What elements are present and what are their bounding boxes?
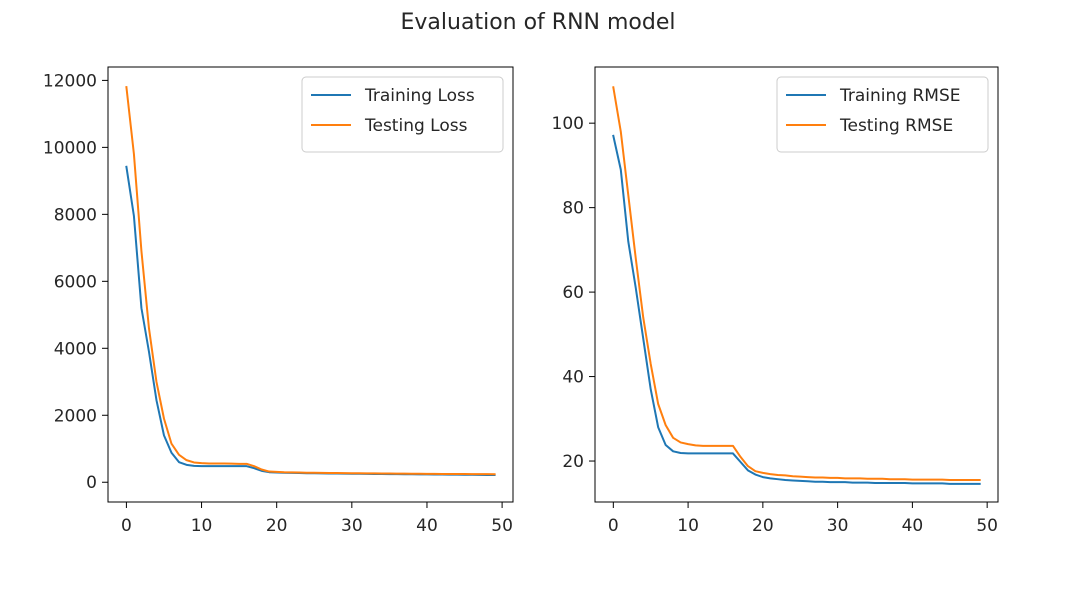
x-tick-label: 10 [677,516,699,536]
x-tick-label: 30 [827,516,849,536]
y-tick-label: 6000 [54,272,97,292]
y-tick-label: 0 [86,473,97,493]
x-tick-label: 10 [191,516,213,536]
x-tick-label: 40 [902,516,924,536]
training-rmse-line [612,134,981,485]
x-tick-label: 30 [341,516,363,536]
testing-loss-legend-label: Testing Loss [364,116,468,136]
y-tick-label: 8000 [54,205,97,225]
x-tick-label: 0 [608,516,619,536]
y-tick-label: 4000 [54,339,97,359]
training-loss-legend-label: Training Loss [364,86,475,106]
x-tick-label: 20 [752,516,774,536]
axes-frame [594,66,999,503]
x-tick-label: 50 [976,516,998,536]
testing-loss-line [125,85,496,476]
y-tick-label: 80 [562,199,584,219]
figure-suptitle: Evaluation of RNN model [401,10,676,35]
legend: Training Loss Testing Loss [301,76,504,153]
y-tick-label: 10000 [43,138,97,158]
legend-box [776,76,989,153]
x-tick-label: 0 [121,516,132,536]
training-rmse-legend-label: Training RMSE [839,86,961,106]
testing-rmse-legend-label: Testing RMSE [839,116,953,136]
rmse-chart-panel: 0 10 20 30 40 50 20 40 60 80 100 Training RMSE Testi… [552,66,999,536]
y-tick-label: 2000 [54,406,97,426]
axes-frame [107,66,514,503]
y-tick-label: 12000 [43,71,97,91]
y-tick-label: 100 [552,114,584,134]
testing-rmse-line [612,86,981,482]
x-tick-label: 20 [266,516,288,536]
legend-box [301,76,504,153]
x-tick-label: 50 [491,516,513,536]
x-tick-label: 40 [416,516,438,536]
legend: Training RMSE Testing RMSE [776,76,989,153]
y-tick-label: 20 [562,452,584,472]
y-tick-label: 40 [562,368,584,388]
loss-chart-panel: 0 10 20 30 40 50 0 2000 4000 6000 8000 10000 12000 Tr… [43,66,514,536]
y-tick-label: 60 [562,283,584,303]
